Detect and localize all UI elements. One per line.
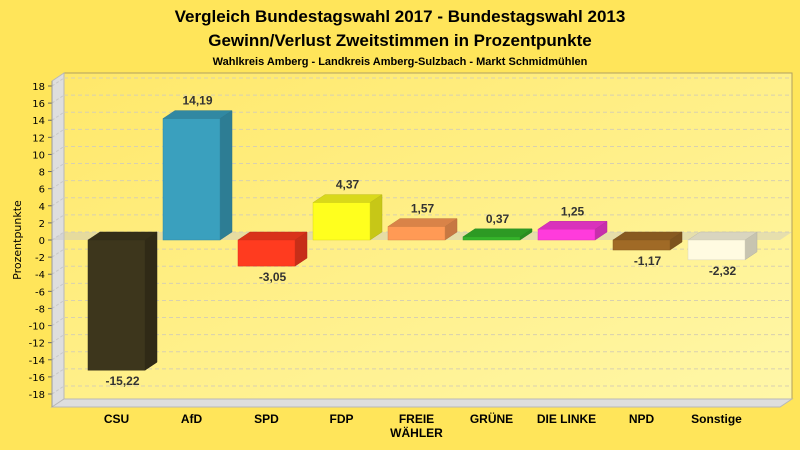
y-axis-ticks: 18 16 14 12 10 8 6 4 2 0 -2 -4 -6 -8 -10 -12 -14 -16 -18 xyxy=(29,81,53,407)
bar xyxy=(612,231,683,251)
bar-side xyxy=(219,110,233,241)
category-label: Sonstige xyxy=(691,412,742,426)
bar-front xyxy=(162,118,221,241)
gridline-side xyxy=(51,214,65,224)
value-label: -3,05 xyxy=(259,270,287,284)
y-tick-label: -10 xyxy=(29,322,45,333)
bar-front xyxy=(87,239,146,371)
category-label: DIE LINKE xyxy=(537,412,596,426)
category-label: GRÜNE xyxy=(470,411,513,426)
bar xyxy=(237,231,308,267)
y-axis-label: Prozentpunkte xyxy=(11,200,24,280)
gridline-side xyxy=(51,197,65,207)
bar-top xyxy=(462,228,533,238)
y-tick-label: -14 xyxy=(29,356,45,367)
category-label: NPD xyxy=(629,412,655,426)
gridline-side xyxy=(51,163,65,172)
bar-top xyxy=(312,194,383,203)
gridline-side xyxy=(51,317,65,326)
y-tick-label: -8 xyxy=(35,304,45,315)
gridline-side xyxy=(51,128,65,138)
bar-front xyxy=(462,236,521,241)
bar-side xyxy=(144,231,158,371)
gridline-side xyxy=(51,248,65,258)
bar-front xyxy=(612,239,671,251)
category-label: FREIE xyxy=(399,412,434,426)
gridline-side xyxy=(51,231,65,241)
value-label: 1,25 xyxy=(561,204,585,218)
bar-top xyxy=(537,221,608,230)
y-tick-label: -2 xyxy=(35,253,45,264)
gridline-side xyxy=(51,265,65,275)
gridline-side xyxy=(51,368,65,378)
chart-title: Vergleich Bundestagswahl 2017 - Bundesta… xyxy=(175,7,626,26)
value-label: 1,57 xyxy=(411,202,435,216)
y-tick-label: -16 xyxy=(29,373,45,384)
y-tick-label: 18 xyxy=(32,82,45,93)
value-labels: -15,22 14,19 -3,05 4,37 1,57 0,37 1,25 -1,17 -2,… xyxy=(105,94,736,389)
y-tick-label: -4 xyxy=(35,270,45,281)
chart-subsubtitle: Wahlkreis Amberg - Landkreis Amberg-Sulz… xyxy=(213,56,588,68)
gridline-side xyxy=(51,300,65,309)
bar-front xyxy=(237,239,296,267)
category-label: WÄHLER xyxy=(390,425,443,440)
bar-front xyxy=(387,226,446,241)
gridline-side xyxy=(51,334,65,344)
value-label: -15,22 xyxy=(105,374,139,388)
y-tick-label: 2 xyxy=(39,219,45,230)
gridline-side xyxy=(51,111,65,121)
y-tick-label: -6 xyxy=(35,287,45,298)
y-tick-label: 10 xyxy=(32,150,45,161)
category-label: CSU xyxy=(104,412,129,426)
bar xyxy=(162,110,233,241)
value-label: -1,17 xyxy=(634,254,662,268)
value-label: -2,32 xyxy=(709,264,737,278)
bar-front xyxy=(687,239,746,261)
gridline-side xyxy=(51,180,65,190)
gridline-side xyxy=(51,94,65,104)
gridline-side xyxy=(51,351,65,361)
y-tick-label: 14 xyxy=(32,116,45,127)
category-label: SPD xyxy=(254,412,279,426)
y-tick-label: 0 xyxy=(39,236,45,247)
y-tick-label: 6 xyxy=(39,185,45,196)
value-label: 14,19 xyxy=(182,94,212,108)
bar xyxy=(687,231,758,261)
y-tick-label: -12 xyxy=(29,339,45,350)
gridline-side xyxy=(51,146,65,155)
bar-front xyxy=(312,202,371,241)
chart-subtitle: Gewinn/Verlust Zweitstimmen in Prozentpu… xyxy=(208,31,592,50)
y-tick-label: 16 xyxy=(32,99,45,110)
gridline-side xyxy=(51,385,65,395)
bar-top xyxy=(162,110,233,119)
value-label: 0,37 xyxy=(486,212,510,226)
bar xyxy=(312,194,383,241)
value-label: 4,37 xyxy=(336,178,360,192)
bar xyxy=(87,231,158,371)
bar xyxy=(462,228,533,241)
bar-top xyxy=(612,231,683,241)
category-label: AfD xyxy=(181,412,203,426)
bars xyxy=(87,110,758,371)
floor xyxy=(50,398,794,408)
gridline-side xyxy=(51,282,65,292)
bar xyxy=(387,218,458,241)
bar-front xyxy=(537,229,596,241)
y-tick-label: 12 xyxy=(32,133,45,144)
gridline-side xyxy=(51,77,65,87)
bar-top xyxy=(237,231,308,241)
y-tick-label: -18 xyxy=(29,390,45,401)
bar-top xyxy=(387,218,458,227)
bar-top xyxy=(87,231,158,241)
category-label: FDP xyxy=(330,412,354,426)
y-tick-label: 8 xyxy=(39,168,45,179)
bar-top xyxy=(687,231,758,241)
bar xyxy=(537,220,608,241)
y-tick-label: 4 xyxy=(39,202,45,213)
